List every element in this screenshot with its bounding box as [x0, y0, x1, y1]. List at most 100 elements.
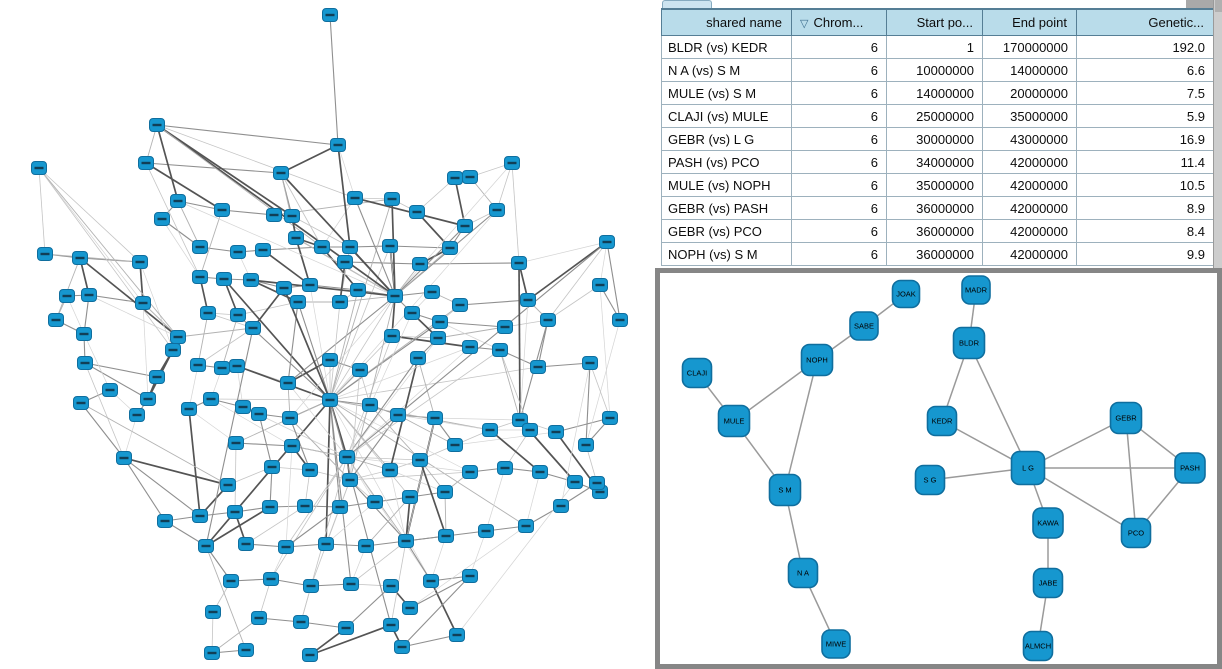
- network-node[interactable]: [478, 524, 494, 538]
- network-node[interactable]: [599, 235, 615, 249]
- network-node[interactable]: [190, 358, 206, 372]
- network-node[interactable]: [230, 245, 246, 259]
- cell-value[interactable]: 7.5: [1076, 81, 1214, 105]
- network-node-gebr[interactable]: GEBR: [1109, 401, 1143, 435]
- network-node-s-m[interactable]: S M: [768, 473, 802, 507]
- cell-value[interactable]: 14000000: [982, 58, 1077, 82]
- network-node[interactable]: [220, 478, 236, 492]
- cell-value[interactable]: 36000000: [886, 242, 983, 266]
- network-node[interactable]: [504, 156, 520, 170]
- network-node[interactable]: [512, 413, 528, 427]
- network-node[interactable]: [322, 393, 338, 407]
- network-node[interactable]: [273, 166, 289, 180]
- table-row[interactable]: CLAJI (vs) MULE 6 25000000 35000000 5.9: [661, 104, 1214, 128]
- network-node-bldr[interactable]: BLDR: [952, 326, 986, 360]
- network-node[interactable]: [284, 209, 300, 223]
- network-node[interactable]: [192, 509, 208, 523]
- cell-shared-name[interactable]: CLAJI (vs) MULE: [661, 104, 792, 128]
- cell-value[interactable]: 8.9: [1076, 196, 1214, 220]
- network-node-almch[interactable]: ALMCH: [1022, 630, 1054, 662]
- network-node[interactable]: [245, 321, 261, 335]
- network-node[interactable]: [251, 611, 267, 625]
- network-node[interactable]: [77, 356, 93, 370]
- network-node[interactable]: [293, 615, 309, 629]
- network-node[interactable]: [489, 203, 505, 217]
- cell-value[interactable]: 16.9: [1076, 127, 1214, 151]
- network-node[interactable]: [302, 648, 318, 662]
- network-node[interactable]: [205, 605, 221, 619]
- network-node[interactable]: [462, 340, 478, 354]
- cell-value[interactable]: 6: [791, 219, 887, 243]
- cell-value[interactable]: 6: [791, 150, 887, 174]
- network-node[interactable]: [567, 475, 583, 489]
- network-node[interactable]: [149, 370, 165, 384]
- column-header-genetic-[interactable]: Genetic...: [1076, 8, 1214, 36]
- network-node[interactable]: [382, 239, 398, 253]
- network-node-claji[interactable]: CLAJI: [681, 357, 713, 389]
- network-node[interactable]: [383, 618, 399, 632]
- network-node[interactable]: [192, 270, 208, 284]
- network-node[interactable]: [462, 465, 478, 479]
- network-node[interactable]: [288, 231, 304, 245]
- cell-value[interactable]: 6: [791, 196, 887, 220]
- cell-value[interactable]: 10.5: [1076, 173, 1214, 197]
- cell-value[interactable]: 42000000: [982, 196, 1077, 220]
- network-node[interactable]: [318, 537, 334, 551]
- network-node[interactable]: [278, 540, 294, 554]
- cell-value[interactable]: 10000000: [886, 58, 983, 82]
- column-header-chrom-[interactable]: ▽ Chrom...: [791, 8, 887, 36]
- network-node-mule[interactable]: MULE: [717, 404, 751, 438]
- network-node[interactable]: [447, 438, 463, 452]
- table-row[interactable]: GEBR (vs) PCO 6 36000000 42000000 8.4: [661, 219, 1214, 243]
- network-node[interactable]: [31, 161, 47, 175]
- network-node[interactable]: [497, 320, 513, 334]
- network-node[interactable]: [447, 171, 463, 185]
- network-node[interactable]: [223, 574, 239, 588]
- network-node[interactable]: [59, 289, 75, 303]
- cell-value[interactable]: 11.4: [1076, 150, 1214, 174]
- network-node[interactable]: [578, 438, 594, 452]
- cell-value[interactable]: 170000000: [982, 35, 1077, 59]
- network-node[interactable]: [303, 579, 319, 593]
- cell-value[interactable]: 35000000: [982, 104, 1077, 128]
- network-node[interactable]: [262, 500, 278, 514]
- network-node[interactable]: [157, 514, 173, 528]
- cell-value[interactable]: 6: [791, 58, 887, 82]
- network-node[interactable]: [263, 572, 279, 586]
- network-node[interactable]: [427, 411, 443, 425]
- network-node[interactable]: [457, 219, 473, 233]
- network-node[interactable]: [522, 423, 538, 437]
- network-node[interactable]: [204, 646, 220, 660]
- network-node[interactable]: [437, 485, 453, 499]
- filter-icon[interactable]: ▽: [800, 18, 809, 30]
- network-node[interactable]: [449, 628, 465, 642]
- cell-shared-name[interactable]: MULE (vs) S M: [661, 81, 792, 105]
- network-node[interactable]: [390, 408, 406, 422]
- cell-value[interactable]: 14000000: [886, 81, 983, 105]
- cell-value[interactable]: 25000000: [886, 104, 983, 128]
- cell-value[interactable]: 5.9: [1076, 104, 1214, 128]
- cell-value[interactable]: 42000000: [982, 150, 1077, 174]
- network-node-n-a[interactable]: N A: [787, 557, 819, 589]
- network-node[interactable]: [382, 463, 398, 477]
- network-node-joak[interactable]: JOAK: [891, 279, 921, 309]
- cell-value[interactable]: 6: [791, 35, 887, 59]
- network-node[interactable]: [342, 473, 358, 487]
- cell-shared-name[interactable]: GEBR (vs) PCO: [661, 219, 792, 243]
- network-node[interactable]: [410, 351, 426, 365]
- cell-value[interactable]: 8.4: [1076, 219, 1214, 243]
- network-node[interactable]: [540, 313, 556, 327]
- cell-value[interactable]: 36000000: [886, 196, 983, 220]
- network-node[interactable]: [290, 295, 306, 309]
- network-node-noph[interactable]: NOPH: [800, 343, 834, 377]
- network-node[interactable]: [154, 212, 170, 226]
- network-node-pash[interactable]: PASH: [1174, 452, 1206, 484]
- panel-tab-fragment[interactable]: [662, 0, 712, 8]
- network-node[interactable]: [165, 343, 181, 357]
- network-node[interactable]: [200, 306, 216, 320]
- cell-value[interactable]: 6: [791, 173, 887, 197]
- network-node-pco[interactable]: PCO: [1120, 517, 1152, 549]
- cell-value[interactable]: 36000000: [886, 219, 983, 243]
- table-row[interactable]: GEBR (vs) L G 6 30000000 43000000 16.9: [661, 127, 1214, 151]
- network-node[interactable]: [404, 306, 420, 320]
